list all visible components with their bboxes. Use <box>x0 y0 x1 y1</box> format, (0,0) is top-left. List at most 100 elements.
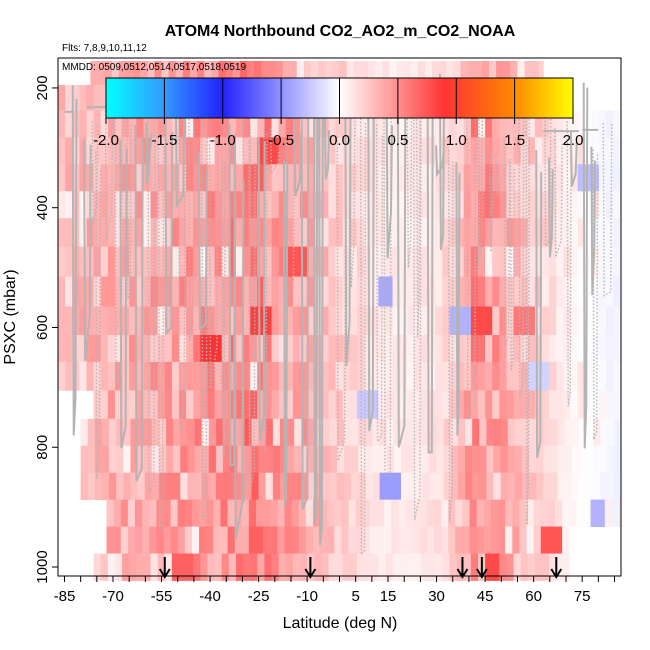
heatmap-cell <box>463 361 472 391</box>
heatmap-cell <box>463 276 472 307</box>
colorbar-segment <box>348 78 352 118</box>
heatmap-cell <box>257 276 265 307</box>
heatmap-cell <box>386 418 395 447</box>
heatmap-cell <box>171 334 180 363</box>
heatmap-cell <box>520 218 529 248</box>
heatmap-cell <box>396 60 404 86</box>
heatmap-cell <box>186 553 194 581</box>
heatmap-cell <box>150 390 159 420</box>
colorbar-segment <box>161 78 165 118</box>
heatmap-cell <box>86 84 94 111</box>
heatmap-cell <box>570 110 579 138</box>
flight-track-line <box>285 140 296 298</box>
heatmap-cell <box>221 276 230 307</box>
heatmap-cell <box>93 553 102 581</box>
heatmap-cell <box>549 276 557 307</box>
profile-arrow-head <box>476 568 488 579</box>
flight-track-line <box>375 124 384 445</box>
heatmap-cell <box>365 472 373 501</box>
heatmap-cell <box>214 191 223 219</box>
heatmap-cell <box>186 390 194 420</box>
heatmap-cell <box>463 334 472 363</box>
heatmap-cell <box>500 445 509 474</box>
heatmap-cell <box>113 526 122 554</box>
heatmap-cell <box>143 191 151 219</box>
heatmap-cell <box>278 276 287 307</box>
heatmap-cell <box>307 191 315 219</box>
heatmap-cell <box>58 306 66 336</box>
heatmap-cell <box>435 137 443 165</box>
heatmap-cell <box>503 60 511 86</box>
heatmap-cell <box>284 499 293 527</box>
heatmap-cell <box>520 390 529 420</box>
heatmap-cell <box>599 306 607 336</box>
heatmap-cell <box>613 361 621 391</box>
heatmap-cell <box>413 390 422 420</box>
heatmap-cell <box>485 191 493 219</box>
heatmap-cell <box>372 445 381 474</box>
heatmap-cell <box>207 137 216 165</box>
x-tick-label: 45 <box>477 588 494 605</box>
heatmap-cell <box>303 60 312 86</box>
heatmap-cell <box>186 334 194 363</box>
heatmap-cell <box>365 445 373 474</box>
heatmap-cell <box>485 334 493 363</box>
flight-track-line <box>283 160 289 508</box>
heatmap-cell <box>507 445 516 474</box>
heatmap-cell <box>385 164 393 192</box>
heatmap-cell <box>104 60 113 86</box>
heatmap-cell <box>379 418 388 447</box>
colorbar-segment <box>120 78 125 118</box>
heatmap-cell <box>292 361 301 391</box>
heatmap-cell <box>232 60 241 86</box>
heatmap-cell <box>499 361 507 391</box>
colorbar-segment <box>146 78 151 118</box>
x-tick-label: 60 <box>525 588 542 605</box>
heatmap-cell <box>499 137 507 165</box>
heatmap-cell <box>102 472 110 501</box>
heatmap-cell <box>550 445 558 474</box>
heatmap-cell <box>391 499 399 527</box>
heatmap-cell <box>613 137 621 165</box>
colorbar-segment <box>502 78 507 118</box>
colorbar-segment <box>488 78 492 118</box>
colorbar-segment <box>138 78 142 118</box>
heatmap-cell <box>435 334 443 363</box>
heatmap-cell <box>257 361 265 391</box>
heatmap-cell <box>200 110 208 138</box>
heatmap-cell <box>265 472 274 501</box>
heatmap-cell <box>228 218 237 248</box>
heatmap-cell <box>590 499 599 527</box>
heatmap-cell <box>336 472 345 501</box>
heatmap-cell <box>470 334 479 363</box>
heatmap-cell <box>258 445 267 474</box>
heatmap-cell <box>122 553 130 581</box>
heatmap-cell <box>292 218 301 248</box>
heatmap-cell <box>611 499 620 527</box>
heatmap-cell <box>264 218 272 248</box>
heatmap-cell <box>529 418 537 447</box>
heatmap-cell <box>613 191 621 219</box>
heatmap-cell <box>606 246 614 277</box>
heatmap-cell <box>250 164 258 192</box>
heatmap-cell <box>344 418 352 447</box>
colorbar-segment <box>511 78 516 118</box>
colorbar-tick-label: 1.0 <box>446 132 467 149</box>
colorbar-segment <box>351 78 355 118</box>
heatmap-cell <box>492 276 500 307</box>
heatmap-cell <box>570 361 579 391</box>
colorbar-segment <box>321 78 326 118</box>
heatmap-cell <box>613 334 621 363</box>
heatmap-cell <box>534 306 543 336</box>
heatmap-cell <box>207 390 216 420</box>
heatmap-cell <box>186 361 194 391</box>
heatmap-cell <box>526 526 535 554</box>
heatmap-cell <box>577 276 586 307</box>
heatmap-cell <box>591 361 600 391</box>
heatmap-cell <box>577 334 586 363</box>
heatmap-cell <box>136 110 144 138</box>
colorbar-tick-label: 0.0 <box>329 132 350 149</box>
flight-track-line <box>396 113 407 448</box>
colorbar-tick-label: -0.5 <box>268 132 294 149</box>
heatmap-cell <box>599 137 607 165</box>
